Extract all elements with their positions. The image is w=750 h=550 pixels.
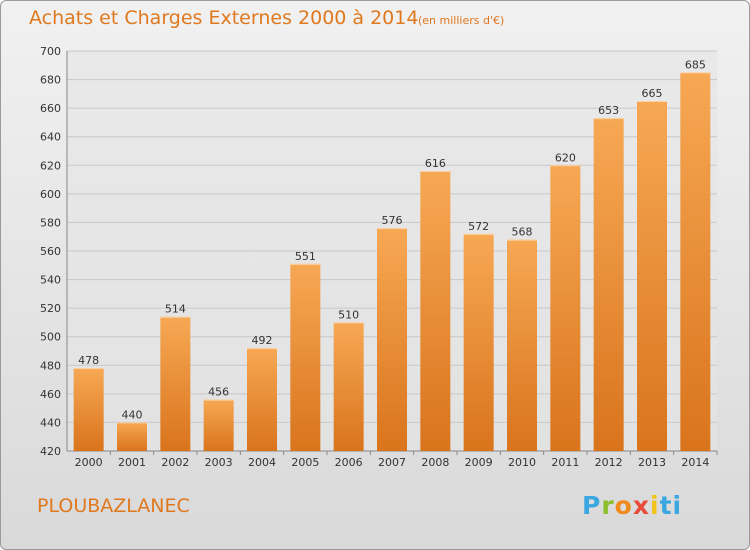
data-label-2011: 620	[555, 151, 576, 164]
bar-2010	[507, 239, 537, 451]
y-tick-label: 560	[40, 245, 61, 258]
y-tick-label: 600	[40, 188, 61, 201]
data-label-2009: 572	[468, 220, 489, 233]
x-tick-label: 2009	[465, 456, 493, 469]
y-tick-label: 620	[40, 159, 61, 172]
bar-2003	[203, 399, 234, 451]
x-tick-label: 2012	[595, 456, 623, 469]
bar-2002	[160, 316, 191, 451]
data-label-2012: 653	[598, 104, 619, 117]
data-label-2004: 492	[252, 334, 273, 347]
x-tick-label: 2013	[638, 456, 666, 469]
y-tick-label: 420	[40, 445, 61, 458]
y-tick-label: 680	[40, 74, 61, 87]
data-label-2001: 440	[122, 408, 143, 421]
x-tick-label: 2004	[248, 456, 276, 469]
x-tick-label: 2007	[378, 456, 406, 469]
data-label-2010: 568	[512, 226, 533, 239]
y-tick-label: 580	[40, 216, 61, 229]
bar-2007	[377, 228, 407, 451]
y-tick-label: 520	[40, 302, 61, 315]
proxiti-logo[interactable]: Proxiti	[582, 491, 683, 520]
x-tick-label: 2002	[161, 456, 189, 469]
data-label-2005: 551	[295, 250, 316, 263]
data-label-2000: 478	[78, 354, 99, 367]
bar-2009	[463, 233, 494, 451]
bar-2014	[680, 72, 711, 451]
y-tick-label: 700	[40, 45, 61, 58]
x-tick-label: 2011	[551, 456, 579, 469]
x-tick-label: 2003	[205, 456, 233, 469]
bar-2006	[333, 322, 364, 451]
y-tick-label: 480	[40, 359, 61, 372]
y-tick-label: 500	[40, 331, 61, 344]
bar-2001	[117, 422, 147, 451]
data-label-2006: 510	[338, 308, 359, 321]
y-tick-label: 660	[40, 102, 61, 115]
x-tick-label: 2014	[681, 456, 709, 469]
y-tick-label: 540	[40, 274, 61, 287]
data-label-2013: 665	[642, 87, 663, 100]
data-labels: 478 440 514 456 492 551 510 576 616 572 568 620 653 6…	[78, 58, 706, 421]
axes: 420 440 460 480 500 520 540 560 580 600 620 640 660 6…	[40, 45, 718, 469]
chart-subtitle: (en milliers d'€)	[418, 14, 505, 27]
data-label-2002: 514	[165, 303, 186, 316]
bar-2012	[593, 118, 624, 452]
bar-2008	[420, 171, 451, 451]
bar-2011	[550, 165, 581, 452]
x-tick-label: 2010	[508, 456, 536, 469]
commune-name: PLOUBAZLANEC	[37, 495, 190, 517]
y-tick-label: 460	[40, 388, 61, 401]
data-label-2007: 576	[382, 214, 403, 227]
x-tick-label: 2008	[421, 456, 449, 469]
bar-2005	[290, 263, 321, 451]
bar-2004	[247, 348, 277, 451]
data-label-2008: 616	[425, 157, 446, 170]
bar-2000	[73, 368, 104, 451]
x-tick-label: 2006	[335, 456, 363, 469]
data-label-2003: 456	[208, 386, 229, 399]
y-tick-label: 440	[40, 416, 61, 429]
data-label-2014: 685	[685, 58, 706, 71]
bars	[73, 72, 711, 452]
chart-title: Achats et Charges Externes 2000 à 2014	[29, 7, 419, 29]
bar-2013	[637, 101, 667, 451]
x-tick-label: 2000	[75, 456, 103, 469]
x-tick-label: 2005	[291, 456, 319, 469]
y-tick-label: 640	[40, 131, 61, 144]
x-tick-label: 2001	[118, 456, 146, 469]
